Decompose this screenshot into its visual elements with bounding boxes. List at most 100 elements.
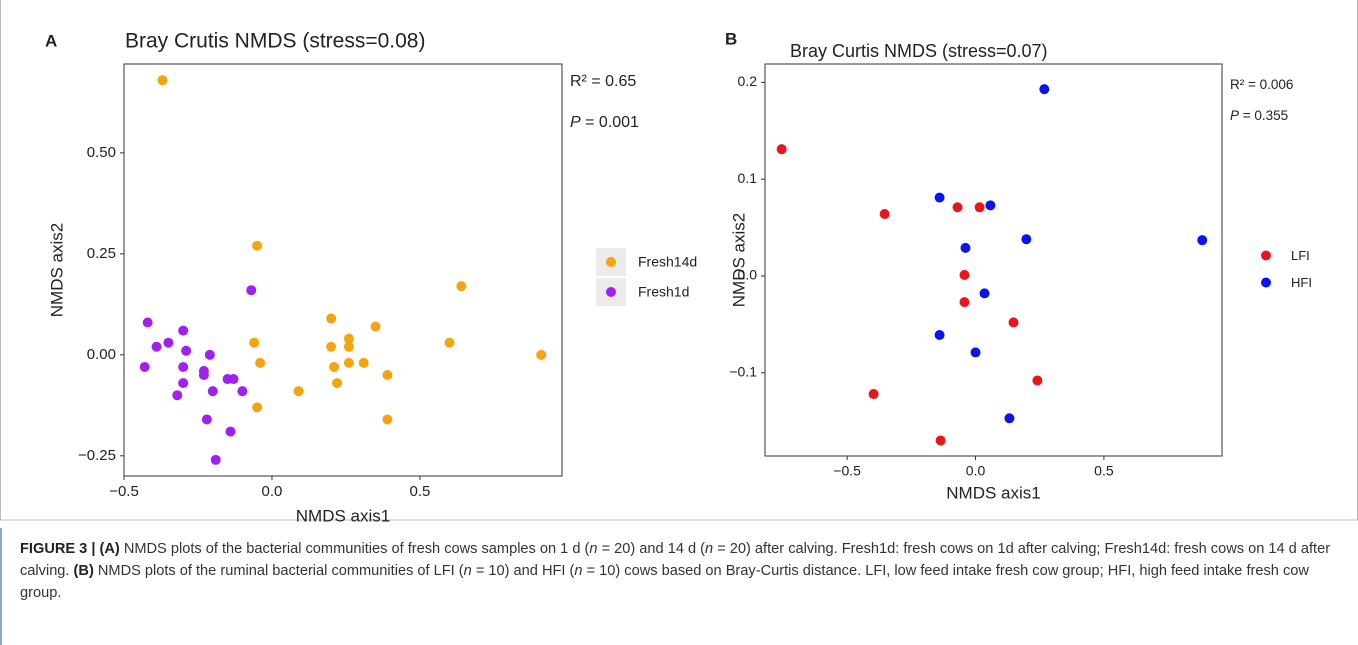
caption-bar xyxy=(0,528,2,645)
caption-part: n xyxy=(589,541,598,557)
data-point xyxy=(1008,317,1019,328)
data-point xyxy=(201,414,212,425)
data-point xyxy=(249,337,260,348)
data-point xyxy=(163,337,174,348)
legend-marker xyxy=(1261,250,1271,261)
x-tick-label: −0.5 xyxy=(109,483,139,500)
data-point xyxy=(382,414,393,425)
data-point xyxy=(246,285,257,296)
data-point xyxy=(178,325,189,336)
data-point xyxy=(343,357,354,368)
caption: FIGURE 3 | (A) NMDS plots of the bacteri… xyxy=(20,538,1338,604)
data-point xyxy=(1039,84,1050,95)
panel-label: B xyxy=(725,29,737,48)
x-tick-label: 0.0 xyxy=(262,483,283,500)
annotation-part: = 0.355 xyxy=(1239,108,1288,123)
data-point xyxy=(293,386,304,397)
data-point xyxy=(142,317,153,328)
plot-frame xyxy=(123,63,563,477)
caption-part: FIGURE 3 | (A) xyxy=(20,541,120,557)
data-point xyxy=(204,349,215,360)
data-point xyxy=(1004,413,1015,424)
data-point xyxy=(326,341,337,352)
legend-label: HFI xyxy=(1291,275,1312,290)
data-point xyxy=(979,288,990,299)
legend-marker xyxy=(606,287,616,297)
data-point xyxy=(181,345,192,356)
plot-frame xyxy=(764,63,1223,457)
data-point xyxy=(198,370,209,381)
annotation: P = 0.355 xyxy=(1230,108,1288,123)
caption-part: NMDS plots of the ruminal bacterial comm… xyxy=(93,563,464,579)
data-point xyxy=(960,242,971,253)
x-tick-label: 0.5 xyxy=(410,483,431,500)
data-point xyxy=(382,370,393,381)
x-axis-label: NMDS axis1 xyxy=(946,483,1040,502)
panel-label: A xyxy=(45,31,57,50)
x-tick-label: −0.5 xyxy=(833,463,861,479)
data-point xyxy=(178,361,189,372)
data-point xyxy=(237,386,248,397)
data-point xyxy=(358,357,369,368)
data-point xyxy=(326,313,337,324)
data-point xyxy=(974,202,985,213)
data-point xyxy=(879,209,890,220)
figure: A Bray Crutis NMDS (stress=0.08) NMDS axis… xyxy=(0,0,1358,526)
caption-part: = 10) and HFI ( xyxy=(471,563,575,579)
caption-part: = 20) and 14 d ( xyxy=(597,541,706,557)
legend-label: Fresh1d xyxy=(638,284,689,300)
data-point xyxy=(172,390,183,401)
data-point xyxy=(329,361,340,372)
data-point xyxy=(178,378,189,389)
x-axis-label: NMDS axis1 xyxy=(296,506,390,525)
annotation-part: P xyxy=(1230,108,1239,123)
caption-part: (B) xyxy=(73,563,94,579)
data-point xyxy=(332,378,343,389)
data-point xyxy=(151,341,162,352)
data-point xyxy=(868,389,879,400)
y-tick-label: 0.50 xyxy=(87,144,116,161)
chart-title: Bray Curtis NMDS (stress=0.07) xyxy=(790,41,1048,61)
legend-marker xyxy=(1261,277,1271,288)
data-point xyxy=(207,386,218,397)
y-tick-label: −0.25 xyxy=(78,447,116,464)
annotation-part: P xyxy=(570,114,581,131)
y-axis-label: NMDS axis2 xyxy=(729,213,748,307)
annotation-part: = 0.001 xyxy=(581,114,639,131)
data-point xyxy=(255,357,266,368)
data-point xyxy=(252,240,263,251)
chart-title: Bray Crutis NMDS (stress=0.08) xyxy=(125,30,425,53)
caption-part: NMDS plots of the bacterial communities … xyxy=(119,541,590,557)
chart-panel: B Bray Curtis NMDS (stress=0.07) NMDS axis… xyxy=(725,29,1312,502)
y-tick-label: 0.0 xyxy=(738,267,758,283)
data-point xyxy=(456,281,467,292)
data-point xyxy=(157,75,168,86)
caption-part: n xyxy=(463,563,472,579)
data-point xyxy=(934,192,945,203)
data-point xyxy=(935,435,946,446)
caption-part: = 10) cows based on Bray-Curtis distance… xyxy=(20,563,1309,601)
data-point xyxy=(959,270,970,281)
annotation: R² = 0.65 xyxy=(570,73,636,90)
data-point xyxy=(985,200,996,211)
caption-part: n xyxy=(705,541,714,557)
y-tick-label: 0.1 xyxy=(738,170,758,186)
annotation-part: R² = 0.006 xyxy=(1230,77,1293,92)
caption-part: = 20) after calving. Fresh1d: fresh cows… xyxy=(20,541,1331,579)
y-tick-label: −0.1 xyxy=(729,363,757,379)
y-tick-label: 0.00 xyxy=(87,346,116,363)
y-tick-label: 0.25 xyxy=(87,245,116,262)
annotation: R² = 0.006 xyxy=(1230,77,1293,92)
data-point xyxy=(343,341,354,352)
legend-label: LFI xyxy=(1291,248,1310,263)
annotation: P = 0.001 xyxy=(570,114,639,131)
data-point xyxy=(1021,234,1032,245)
data-point xyxy=(959,297,970,308)
data-point xyxy=(934,330,945,341)
chart-panel: A Bray Crutis NMDS (stress=0.08) NMDS axis… xyxy=(45,30,697,526)
data-point xyxy=(228,374,239,385)
data-point xyxy=(252,402,263,413)
x-tick-label: 0.0 xyxy=(966,463,986,479)
data-point xyxy=(952,202,963,213)
